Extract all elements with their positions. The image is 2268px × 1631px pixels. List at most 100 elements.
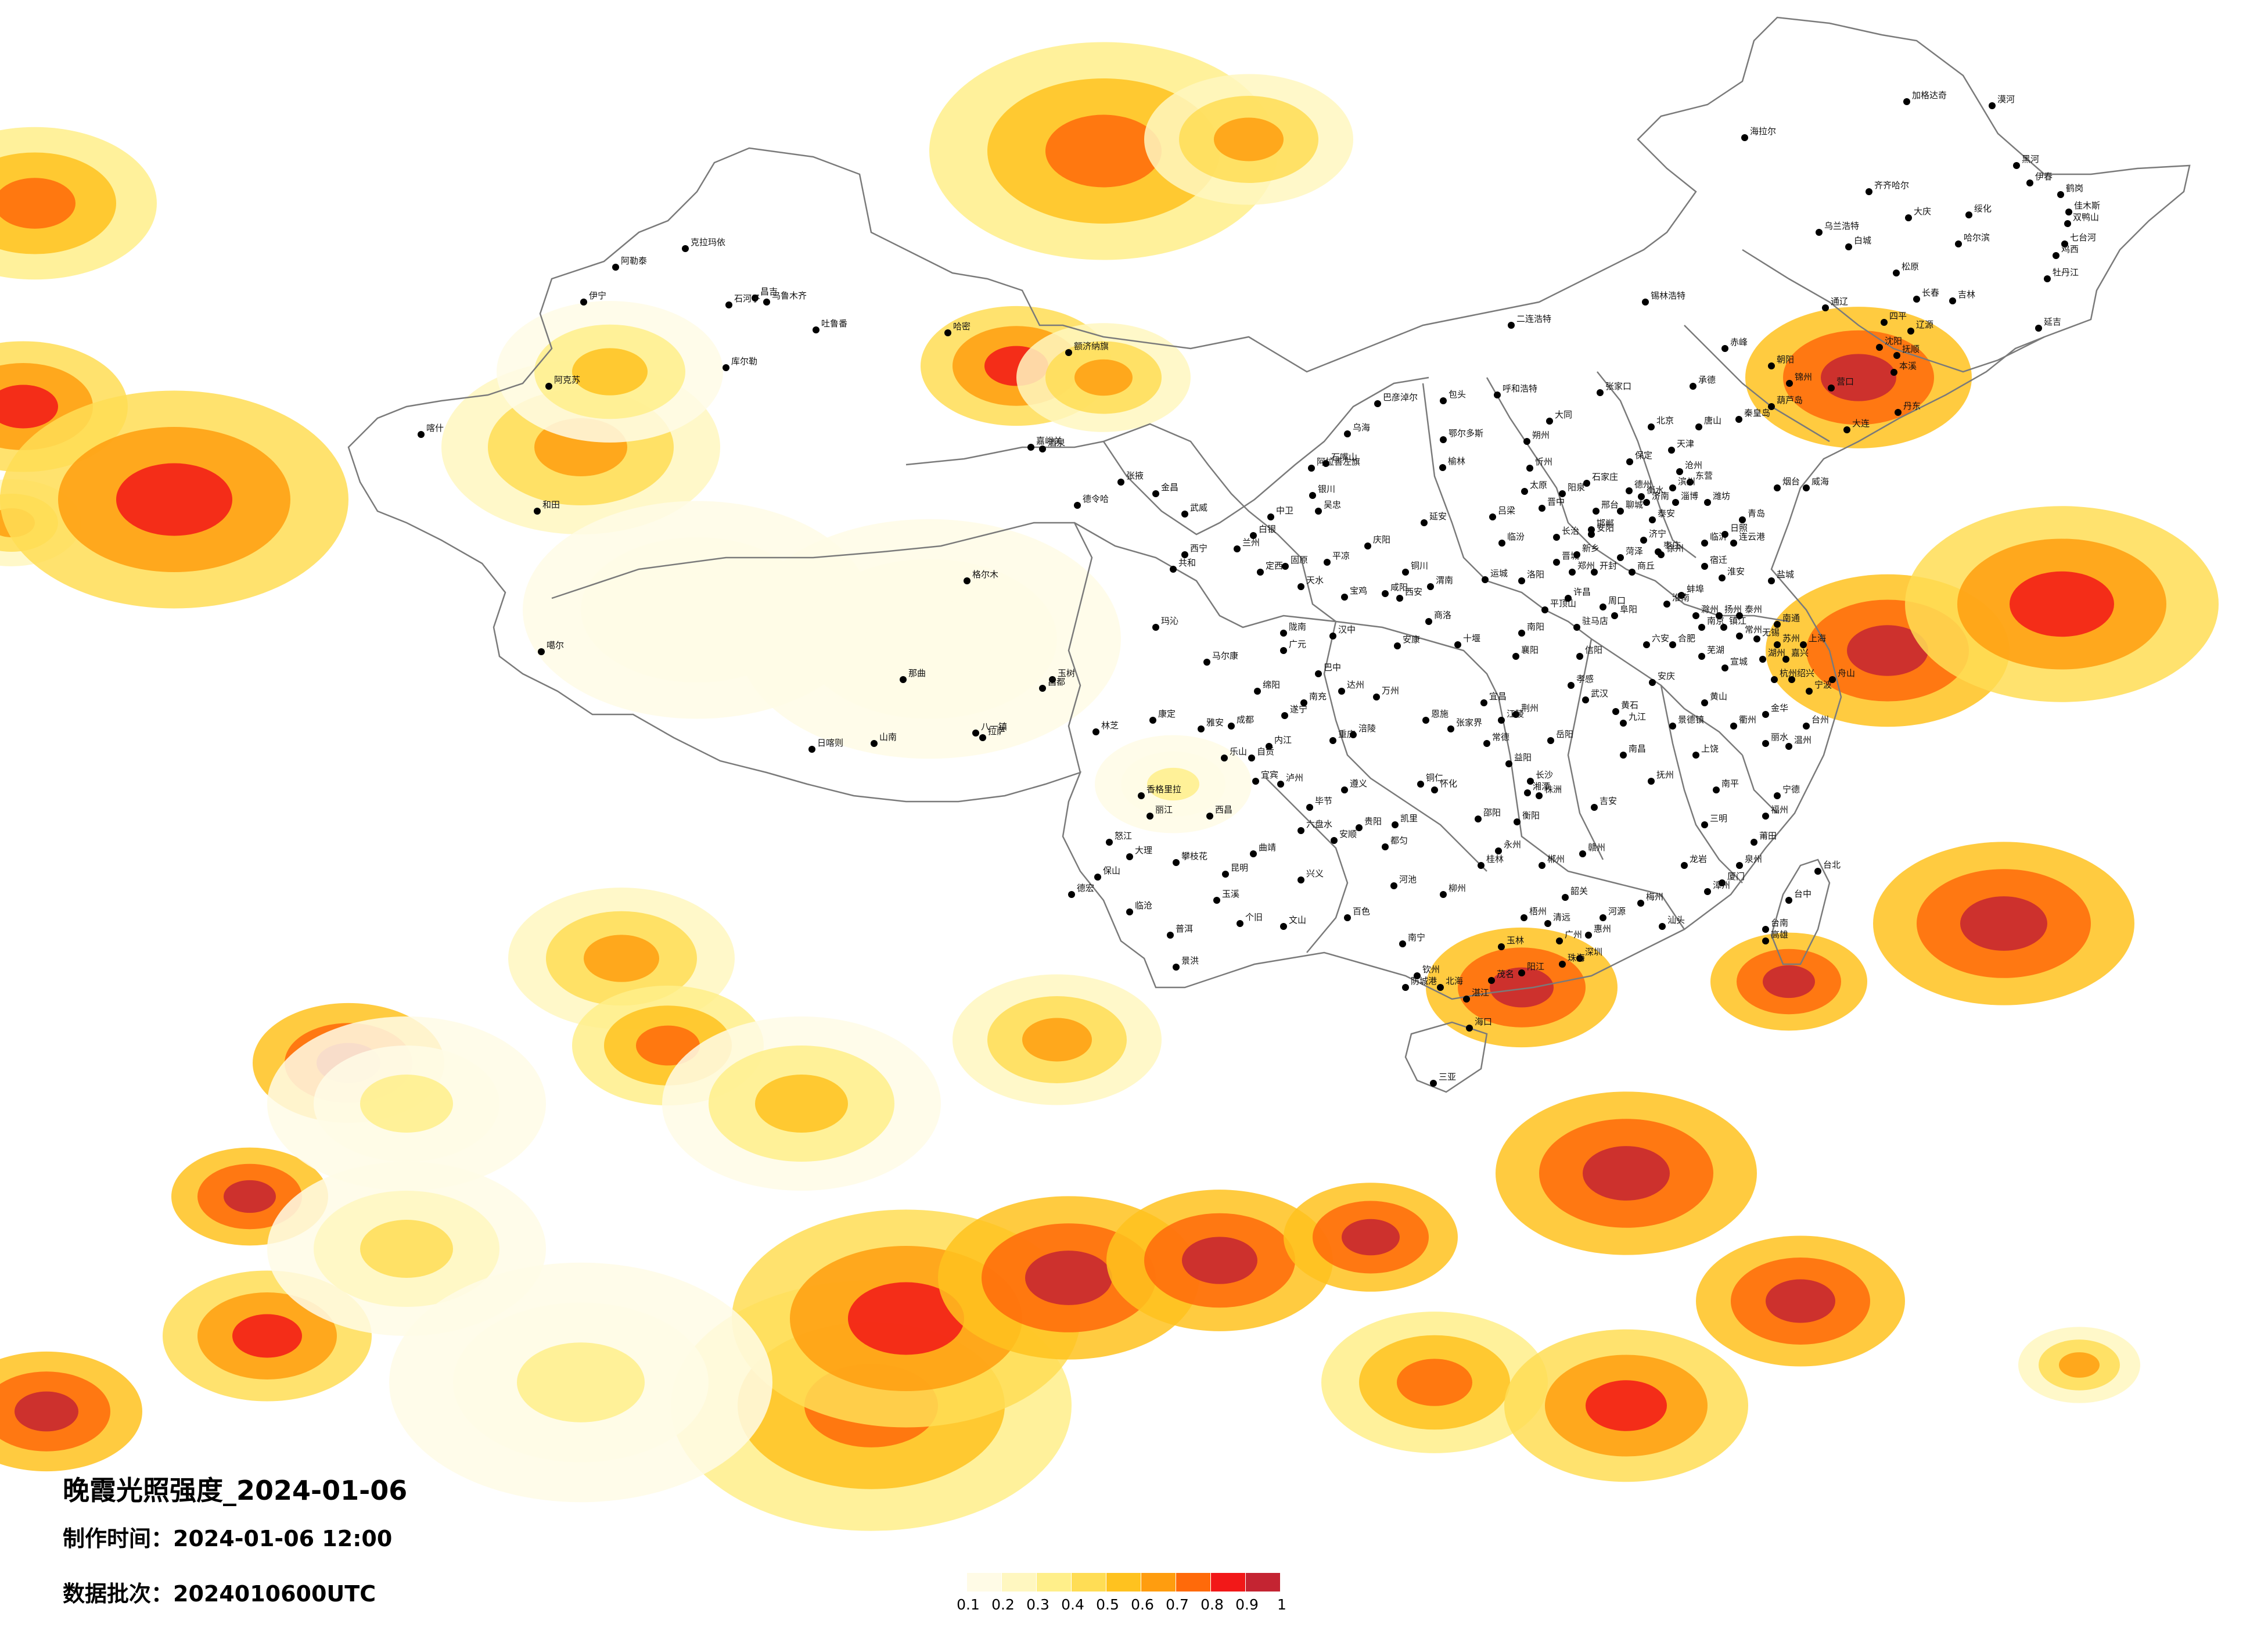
city-label: 阳江: [1527, 961, 1544, 972]
city-marker: 遂宁: [1281, 704, 1307, 719]
city-marker: 共和: [1170, 558, 1196, 573]
city-marker: 连云港: [1730, 531, 1765, 547]
glow-cell: [1022, 1018, 1092, 1062]
city-label: 六盘水: [1306, 819, 1332, 829]
city-marker: 南平: [1713, 778, 1739, 793]
city-marker: 锡林浩特: [1642, 290, 1685, 306]
city-label: 商洛: [1434, 610, 1451, 620]
city-label: 临汾: [1507, 531, 1525, 542]
city-marker: 延安: [1421, 511, 1447, 526]
city-marker: 济宁: [1640, 529, 1666, 544]
city-dot: [1489, 513, 1496, 520]
city-marker: 景洪: [1173, 955, 1199, 971]
city-marker: 河源: [1600, 906, 1626, 921]
city-dot: [1049, 676, 1056, 683]
city-dot: [2044, 275, 2051, 282]
glow-cell: [584, 935, 659, 982]
city-label: 林芝: [1101, 720, 1119, 731]
city-marker: 汉中: [1329, 624, 1356, 640]
city-label: 临沧: [1135, 900, 1152, 911]
city-label: 西宁: [1190, 543, 1207, 554]
glow-cell: [1766, 1279, 1835, 1323]
city-label: 吐鲁番: [821, 318, 847, 329]
city-marker: 宜昌: [1480, 691, 1507, 706]
city-dot: [1774, 792, 1781, 799]
city-dot: [1117, 479, 1124, 486]
city-dot: [1222, 871, 1229, 878]
city-marker: 邢台: [1593, 500, 1619, 515]
city-label: 江陵: [1507, 709, 1524, 719]
city-label: 周口: [1608, 595, 1626, 606]
city-dot: [1203, 659, 1210, 666]
city-dot: [1425, 618, 1432, 625]
city-label: 菏泽: [1626, 546, 1643, 556]
city-marker: 台中: [1785, 889, 1811, 904]
city-dot: [1267, 513, 1274, 520]
city-dot: [1518, 630, 1525, 637]
city-label: 黄石: [1621, 700, 1638, 710]
city-marker: 河池: [1390, 874, 1417, 889]
city-label: 渭南: [1436, 575, 1453, 585]
city-label: 舟山: [1838, 668, 1855, 678]
city-label: 铜川: [1411, 561, 1428, 571]
city-dot: [1600, 914, 1606, 921]
city-label: 康定: [1158, 709, 1176, 719]
city-marker: 合肥: [1669, 633, 1695, 648]
city-dot: [1663, 601, 1670, 608]
city-dot: [900, 676, 907, 683]
city-label: 枣庄: [1663, 540, 1681, 551]
city-marker: 聊城: [1617, 500, 1643, 515]
city-label: 昆明: [1231, 863, 1248, 873]
glow-cell: [1397, 1359, 1472, 1406]
city-marker: 自贡: [1248, 746, 1274, 761]
city-marker: 茂名: [1488, 969, 1514, 984]
city-dot: [1297, 583, 1304, 590]
city-label: 平顶山: [1550, 598, 1576, 609]
city-label: 常州: [1745, 624, 1762, 635]
legend-ticks: 0.1 0.2 0.3 0.4 0.5 0.6 0.7 0.8 0.9 1: [957, 1592, 1327, 1613]
city-dot: [1637, 900, 1644, 907]
city-dot: [1828, 385, 1835, 391]
glow-cell: [1214, 117, 1284, 161]
city-label: 漠河: [1997, 94, 2015, 105]
city-marker: 呼和浩特: [1494, 383, 1537, 398]
city-label: 雅安: [1206, 717, 1224, 728]
city-label: 包头: [1448, 389, 1466, 400]
batch-label: 数据批次：: [63, 1581, 174, 1607]
city-marker: 西安: [1396, 587, 1422, 602]
city-dot: [1373, 694, 1380, 700]
glow-cell: [639, 573, 755, 646]
city-label: 玛沁: [1161, 616, 1178, 626]
city-label: 绵阳: [1263, 680, 1280, 690]
city-marker: 黄石: [1612, 700, 1638, 715]
city-marker: 宁德: [1774, 784, 1800, 799]
city-marker: 长沙: [1527, 770, 1553, 785]
city-dot: [1505, 760, 1512, 767]
city-dot: [1482, 576, 1489, 583]
city-label: 万州: [1382, 685, 1399, 696]
city-label: 陇南: [1289, 621, 1306, 632]
city-marker: 天水: [1297, 575, 1324, 590]
city-marker: 赣州: [1579, 842, 1605, 857]
color-legend: 0.1 0.2 0.3 0.4 0.5 0.6 0.7 0.8 0.9 1: [957, 1573, 1327, 1613]
city-marker: 丽水: [1762, 732, 1788, 747]
city-marker: 日喀则: [808, 738, 843, 753]
city-marker: 泰安: [1649, 508, 1675, 523]
city-label: 赤峰: [1730, 337, 1748, 347]
city-marker: 湛江: [1463, 987, 1489, 1003]
city-label: 滨州: [1678, 476, 1695, 487]
city-dot: [1213, 897, 1220, 904]
city-label: 白银: [1259, 524, 1276, 534]
city-label: 威海: [1811, 476, 1829, 487]
city-dot: [1421, 519, 1428, 526]
city-marker: 保定: [1626, 450, 1652, 465]
city-label: 台州: [1811, 714, 1829, 725]
city-dot: [1417, 781, 1424, 788]
city-marker: 本溪: [1890, 361, 1917, 376]
city-label: 韶关: [1570, 886, 1588, 896]
city-marker: 杭州: [1771, 668, 1797, 683]
city-marker: 玉溪: [1213, 889, 1239, 904]
city-dot: [1568, 682, 1575, 689]
city-dot: [1344, 914, 1351, 921]
city-marker: 安庆: [1649, 671, 1675, 686]
